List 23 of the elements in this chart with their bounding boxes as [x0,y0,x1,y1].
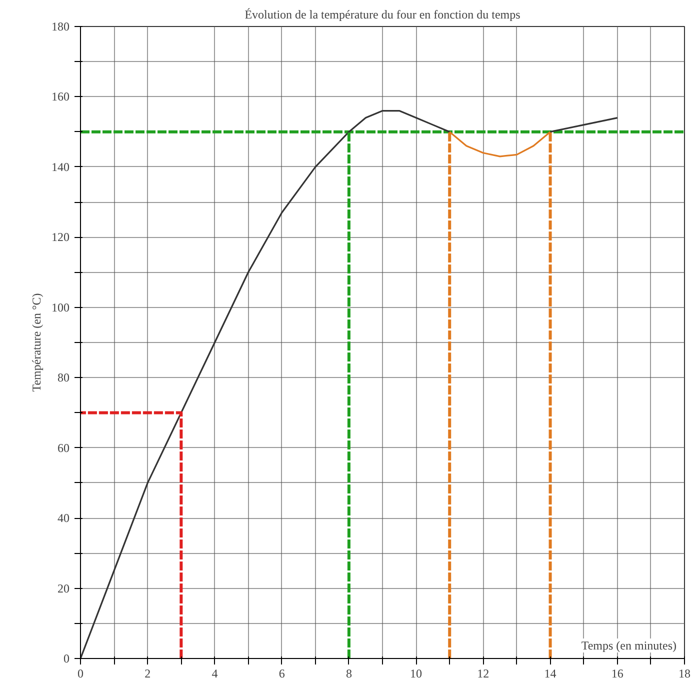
x-tick-label: 0 [78,666,84,680]
y-tick-label: 20 [58,581,70,596]
x-tick-label: 16 [611,666,624,680]
x-tick-label: 14 [544,666,556,680]
y-tick-label: 160 [52,90,70,104]
x-tick-label: 8 [346,666,352,680]
x-tick-label: 2 [144,666,151,680]
y-tick-label: 180 [52,20,70,34]
y-tick-label: 140 [52,160,70,174]
x-tick-label: 18 [678,666,690,680]
x-axis-title: Temps (en minutes) [581,638,677,652]
chart-title: Évolution de la température du four en fonction du temps [244,8,521,22]
y-tick-label: 100 [52,300,70,314]
x-tick-label: 10 [410,666,422,680]
y-tick-label: 80 [58,370,70,385]
x-tick-label: 6 [278,666,285,680]
y-tick-label: 0 [64,652,70,666]
y-tick-label: 40 [58,511,70,526]
x-tick-label: 12 [477,666,490,680]
y-tick-label: 120 [52,230,70,244]
y-axis-title: Température (en °C) [30,293,44,392]
x-tick-label: 4 [212,666,218,680]
y-tick-label: 60 [58,440,70,455]
